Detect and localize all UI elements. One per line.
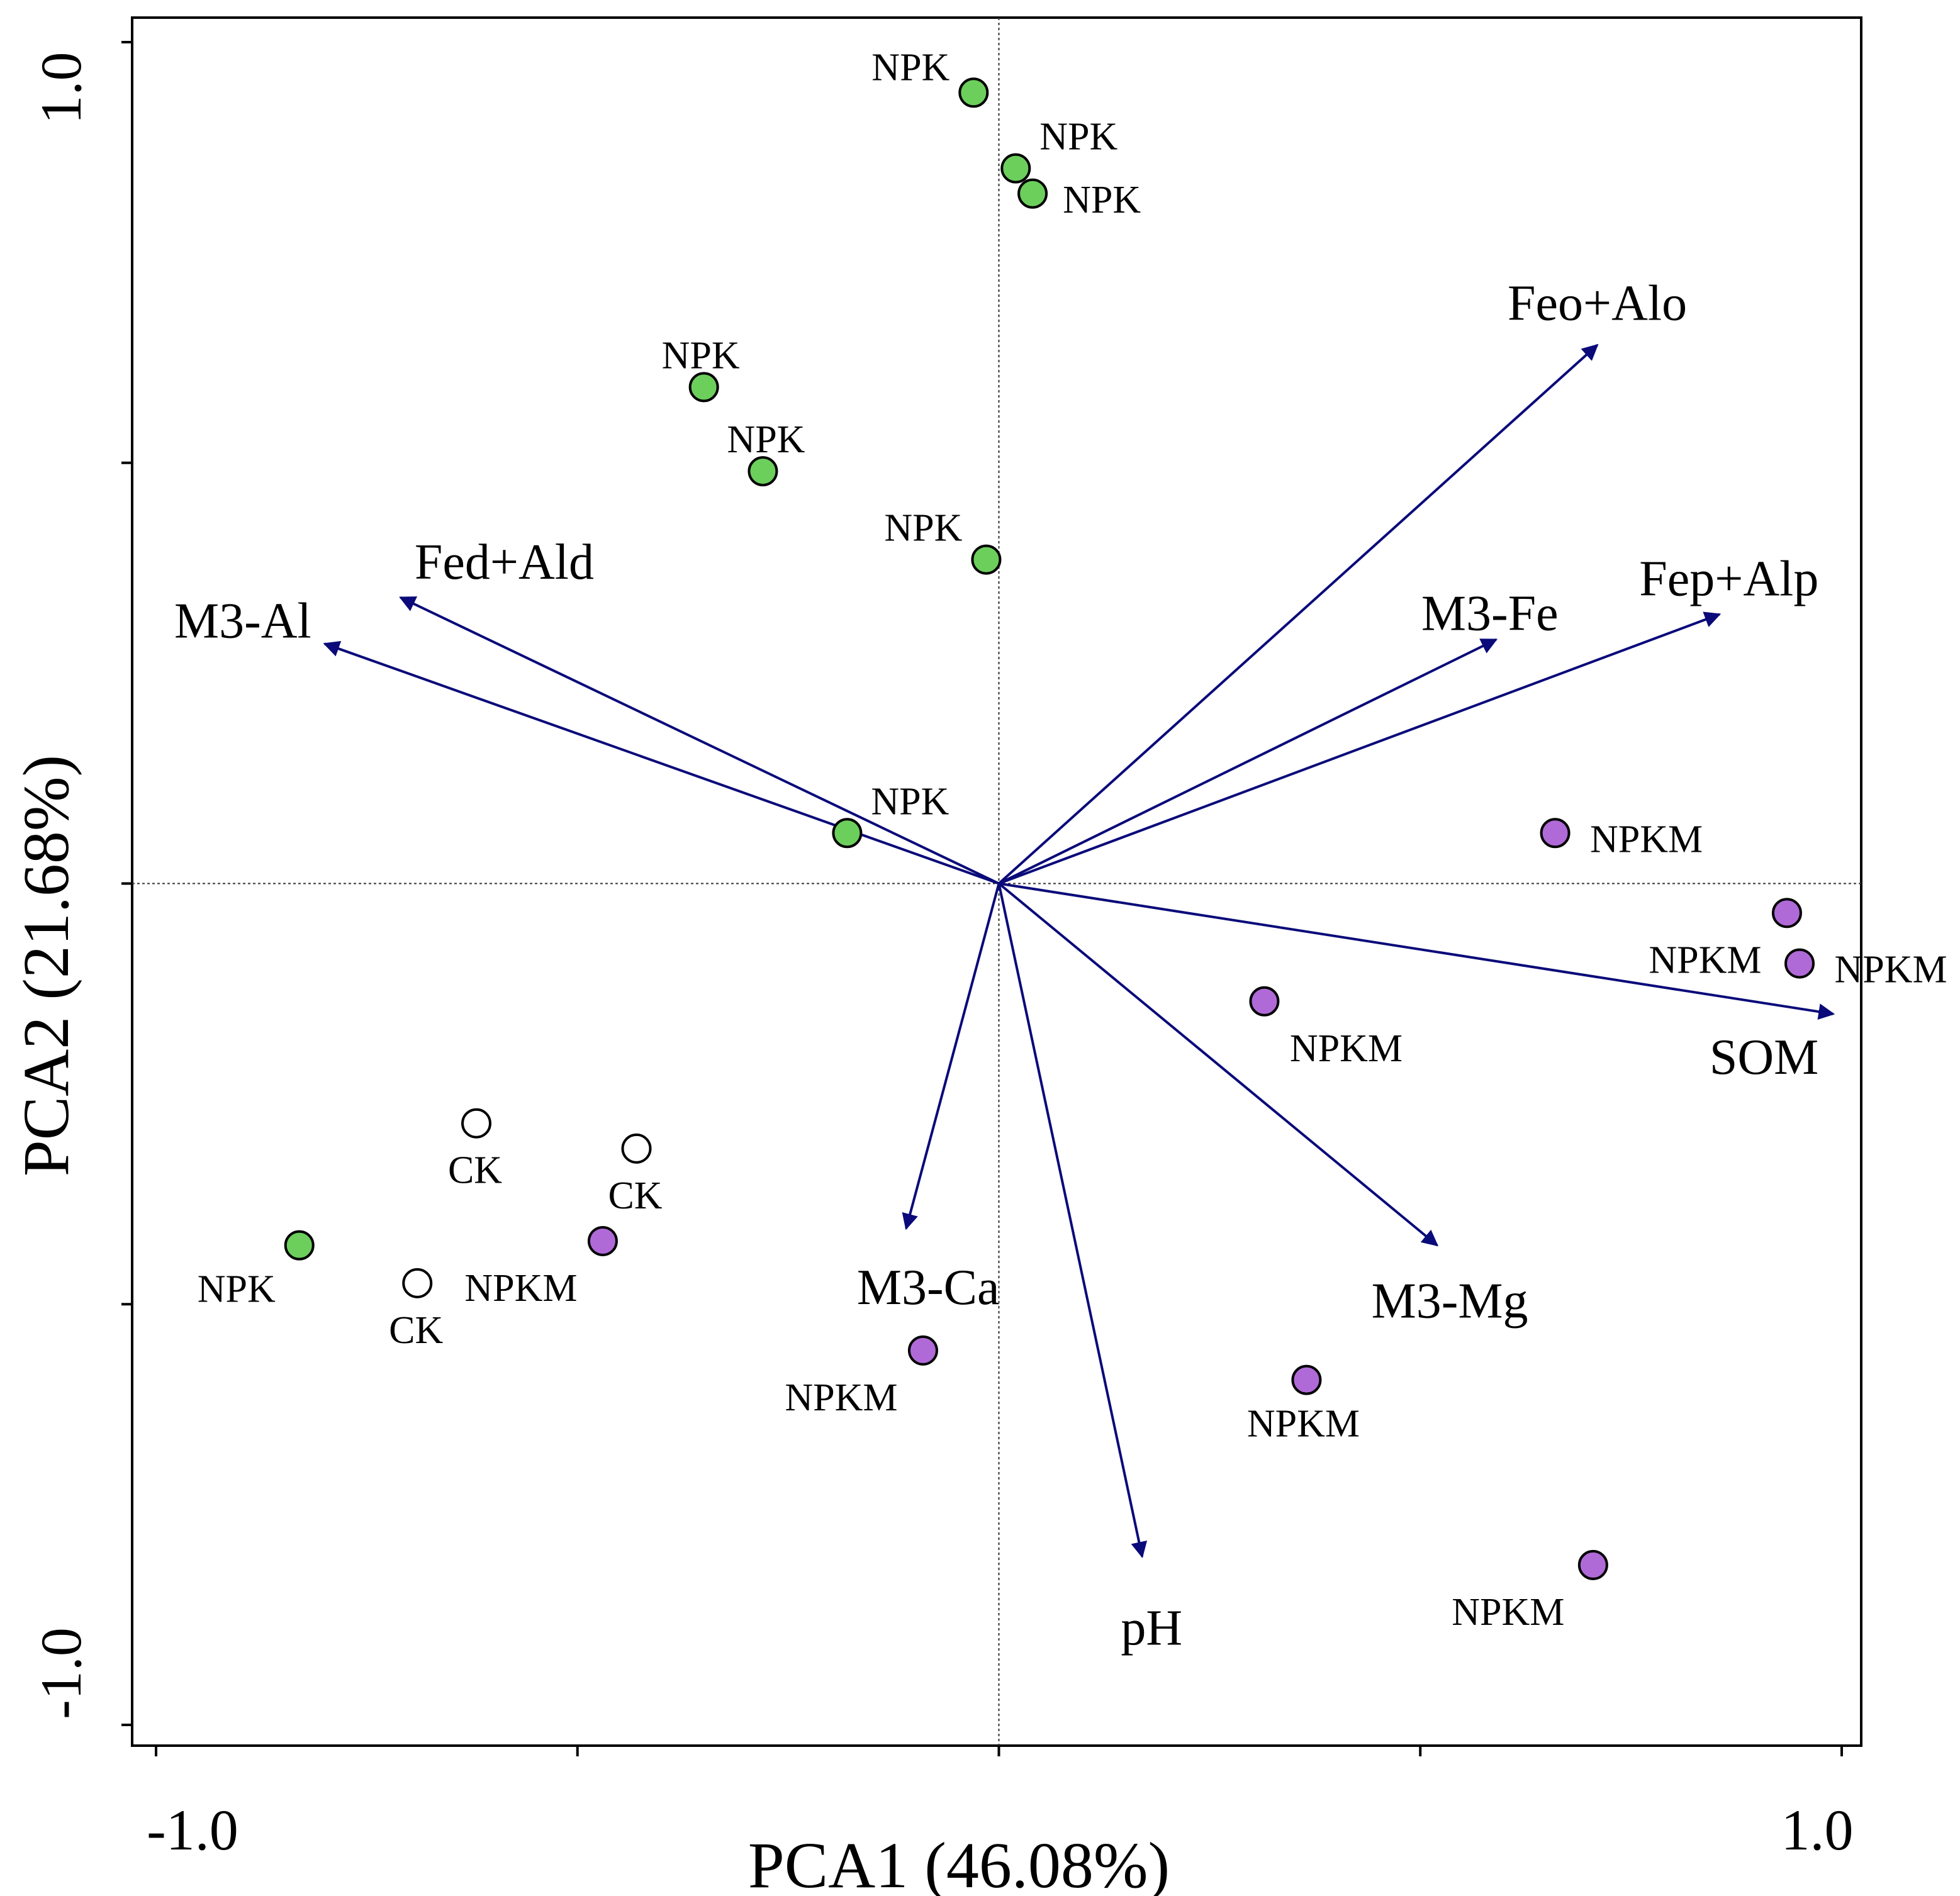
point-npkm bbox=[1784, 948, 1815, 979]
point-npk bbox=[1017, 178, 1048, 209]
loading-label: pH bbox=[1121, 1601, 1182, 1656]
point-ck bbox=[621, 1133, 652, 1164]
point-npkm bbox=[1249, 986, 1280, 1017]
loading-label: M3-Al bbox=[174, 593, 311, 649]
y-tick-label-max: 1.0 bbox=[29, 52, 93, 125]
point-label-ck: CK bbox=[608, 1174, 662, 1217]
point-label-npk: NPK bbox=[884, 507, 962, 550]
point-npkm bbox=[1291, 1364, 1322, 1395]
point-ck bbox=[461, 1108, 492, 1139]
loading-arrow-m3-mg bbox=[998, 882, 1439, 1247]
point-label-npkm: NPKM bbox=[1834, 949, 1947, 991]
x-tick-label-max: 1.0 bbox=[1781, 1798, 1854, 1862]
loading-arrow-m3-ca bbox=[902, 883, 1000, 1230]
axis-ticks bbox=[121, 41, 1843, 1756]
point-label-npk: NPK bbox=[871, 46, 949, 89]
point-label-npk: NPK bbox=[198, 1268, 276, 1311]
point-npk bbox=[284, 1230, 315, 1261]
point-npk bbox=[1000, 153, 1031, 184]
point-label-npkm: NPKM bbox=[1247, 1403, 1360, 1446]
point-ck bbox=[402, 1268, 433, 1298]
point-npkm bbox=[907, 1335, 938, 1366]
loading-label: M3-Ca bbox=[857, 1260, 1000, 1315]
point-label-npkm: NPKM bbox=[1452, 1591, 1564, 1634]
loading-label: Fed+Ald bbox=[415, 535, 594, 590]
point-npkm bbox=[1771, 898, 1802, 928]
point-label-npk: NPK bbox=[871, 780, 949, 823]
plot-frame bbox=[131, 16, 1862, 1747]
loading-arrow-fed-ald bbox=[399, 596, 1000, 885]
point-npkm bbox=[1540, 818, 1571, 849]
y-tick-label-min: -1.0 bbox=[29, 1627, 93, 1719]
loading-arrows: Feo+Alo Fep+Alp M3-Fe Fed+Ald M3-Al SOM M3-Mg M… bbox=[174, 276, 1835, 1656]
sample-points: NPK NPK NPK NPK NPK NPK NPK NPK NPKM NPKM NPKM NPKM… bbox=[198, 46, 1947, 1634]
point-npk bbox=[832, 818, 863, 849]
loading-label: Feo+Alo bbox=[1508, 276, 1687, 332]
loading-label: M3-Fe bbox=[1421, 586, 1559, 642]
loading-arrow-som bbox=[999, 882, 1835, 1020]
point-label-npkm: NPKM bbox=[1590, 818, 1703, 861]
point-label-npk: NPK bbox=[727, 418, 805, 461]
point-label-ck: CK bbox=[448, 1149, 502, 1192]
point-label-ck: CK bbox=[389, 1309, 443, 1352]
loading-arrow-fep-alp bbox=[998, 611, 1722, 885]
point-npkm bbox=[1577, 1549, 1608, 1580]
point-npk bbox=[971, 544, 1002, 575]
x-tick-label-min: -1.0 bbox=[147, 1798, 238, 1862]
loading-label: SOM bbox=[1710, 1030, 1818, 1085]
point-label-npkm: NPKM bbox=[785, 1376, 897, 1419]
loading-arrow-m3-fe bbox=[998, 638, 1498, 885]
point-label-npk: NPK bbox=[1039, 116, 1117, 159]
zero-lines bbox=[132, 18, 1861, 1746]
point-label-npkm: NPKM bbox=[1649, 939, 1761, 981]
loading-label: Fep+Alp bbox=[1639, 552, 1818, 607]
y-axis-label: PCA2 (21.68%) bbox=[10, 755, 82, 1176]
point-label-npk: NPK bbox=[1063, 179, 1141, 221]
loading-arrow-m3-al bbox=[323, 640, 1000, 885]
point-npk bbox=[688, 372, 719, 403]
x-axis-label: PCA1 (46.08%) bbox=[748, 1829, 1170, 1896]
loading-label: M3-Mg bbox=[1372, 1274, 1528, 1329]
loading-arrow-feo-alo bbox=[998, 343, 1599, 884]
point-label-npkm: NPKM bbox=[1290, 1027, 1403, 1070]
point-label-npk: NPK bbox=[662, 334, 740, 377]
point-npk bbox=[958, 77, 989, 108]
point-npkm bbox=[587, 1225, 618, 1256]
point-npk bbox=[748, 456, 778, 487]
loading-arrow-ph bbox=[997, 883, 1148, 1559]
point-label-npkm: NPKM bbox=[464, 1267, 577, 1310]
